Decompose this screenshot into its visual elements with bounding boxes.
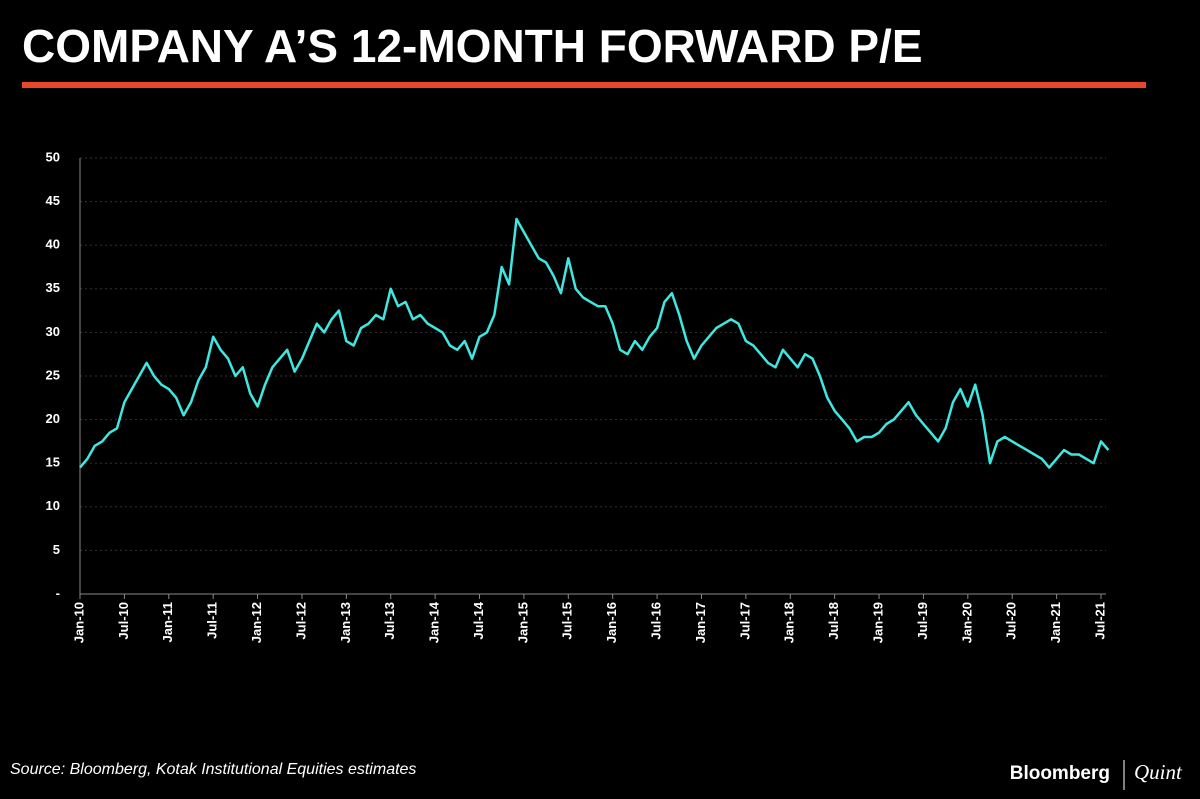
y-tick-label: 40 [46, 237, 60, 252]
x-tick-label: Jul-14 [471, 601, 486, 639]
y-tick-label: - [56, 585, 60, 600]
line [79, 217, 1110, 469]
y-tick-label: 50 [46, 149, 60, 164]
x-tick-label: Jul-13 [382, 602, 397, 640]
y-tick-label: 35 [46, 280, 60, 295]
x-tick-label: Jul-18 [826, 602, 841, 640]
x-tick-label: Jan-14 [427, 601, 442, 643]
brand-suffix: Quint [1134, 760, 1183, 784]
x-tick-label: Jul-10 [116, 602, 131, 640]
x-tick-label: Jan-15 [515, 602, 530, 643]
x-tick-label: Jan-12 [249, 602, 264, 643]
x-tick-label: Jul-20 [1004, 602, 1019, 640]
y-tick-label: 15 [46, 455, 60, 470]
x-tick-label: Jan-13 [338, 602, 353, 643]
x-tick-label: Jul-19 [915, 602, 930, 640]
x-tick-label: Jan-20 [959, 602, 974, 643]
x-tick-label: Jan-21 [1048, 602, 1063, 643]
x-tick-label: Jan-17 [693, 602, 708, 643]
chart-title: COMPANY A’S 12-MONTH FORWARD P/E [22, 20, 923, 72]
y-tick-label: 10 [46, 498, 60, 513]
x-tick-label: Jul-16 [649, 602, 664, 640]
y-tick-label: 25 [46, 367, 60, 382]
x-tick-label: Jul-11 [205, 602, 220, 639]
source: Source: Bloomberg, Kotak Institutional E… [10, 761, 416, 778]
x-tick-label: Jul-15 [560, 602, 575, 640]
y-tick-label: 5 [53, 542, 60, 557]
y-tick-label: 30 [46, 324, 60, 339]
x-tick-label: Jan-10 [71, 602, 86, 643]
x-tick-label: Jul-17 [737, 602, 752, 640]
x-tick-label: Jan-19 [870, 602, 885, 643]
x-tick-label: Jan-11 [160, 602, 175, 642]
x-tick-label: Jul-12 [293, 602, 308, 640]
x-tick-label: Jan-16 [604, 602, 619, 643]
title-underline [22, 82, 1146, 88]
y-tick-label: 20 [46, 411, 60, 426]
y-tick-label: 45 [46, 193, 60, 208]
x-tick-label: Jan-18 [782, 602, 797, 643]
x-tick-label: Jul-21 [1092, 602, 1107, 640]
brand: Bloomberg [1010, 763, 1110, 784]
